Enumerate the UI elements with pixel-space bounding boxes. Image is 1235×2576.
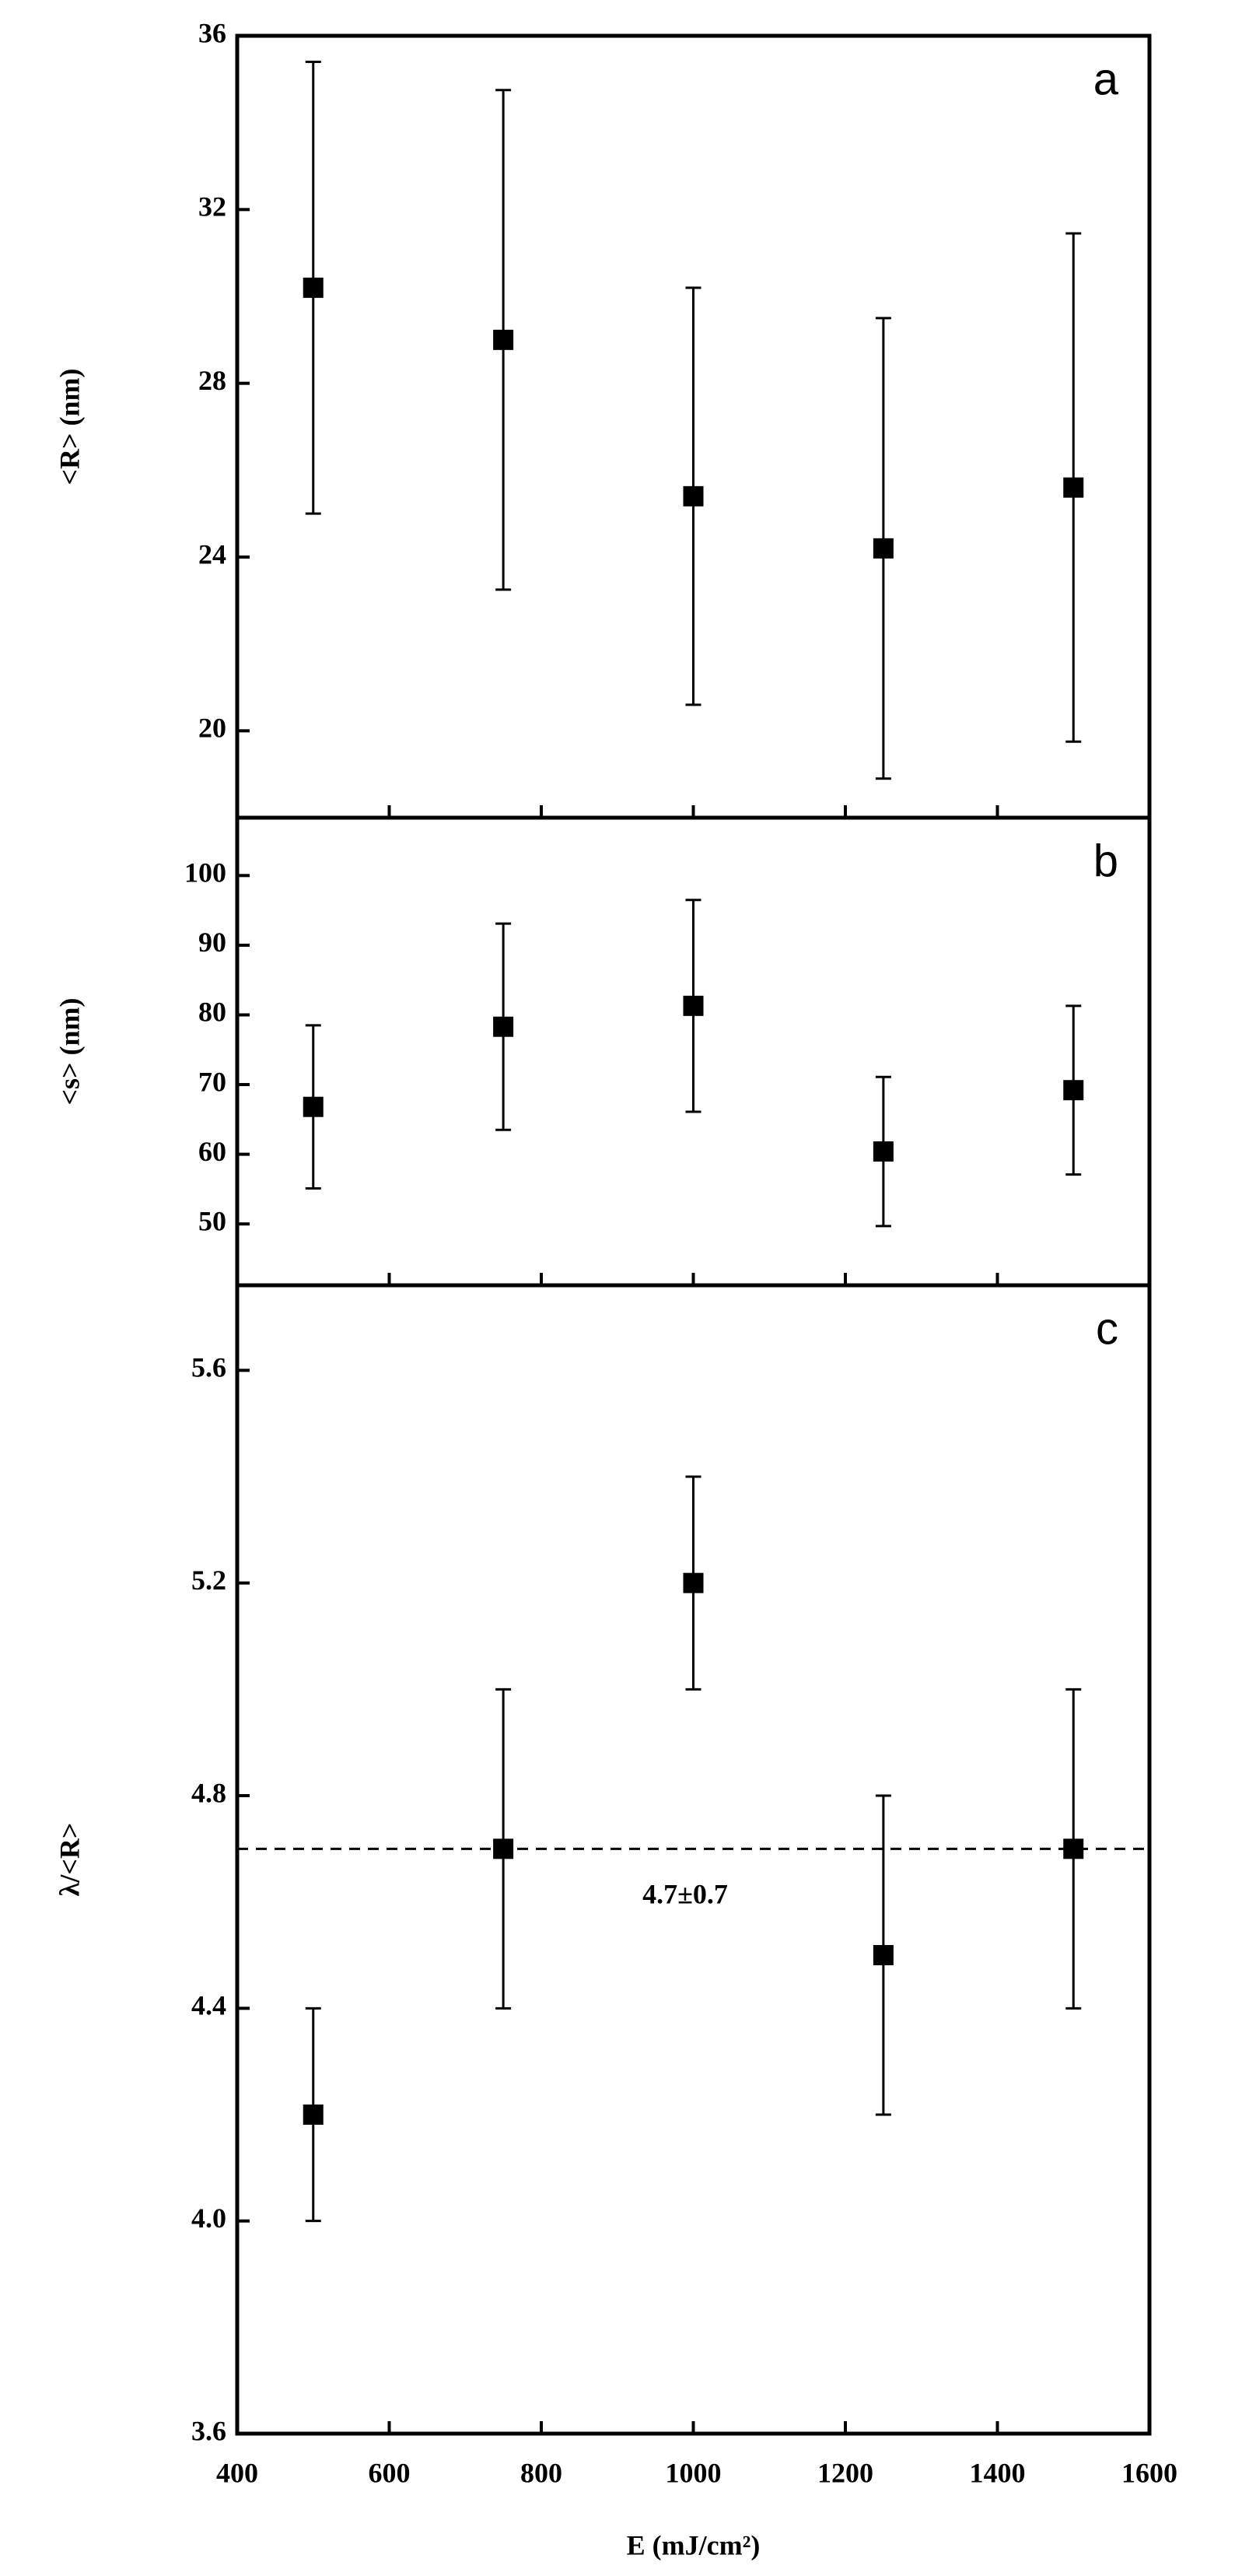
marker	[683, 1572, 704, 1593]
y-tick-label: 36	[198, 17, 226, 48]
panel-letter: c	[1096, 1303, 1118, 1354]
y-tick-label: 100	[184, 857, 226, 888]
marker	[683, 485, 704, 506]
y-tick-label: 50	[198, 1205, 226, 1236]
x-tick-label: 1600	[1121, 2457, 1177, 2488]
y-axis-label: λ/<R>	[54, 1823, 85, 1897]
marker	[873, 1141, 894, 1162]
y-axis-label: <s> (nm)	[54, 997, 85, 1105]
y-tick-label: 32	[198, 191, 226, 223]
marker	[873, 1945, 894, 1965]
x-tick-label: 1000	[666, 2457, 722, 2488]
marker	[1063, 477, 1084, 498]
marker	[303, 1096, 324, 1117]
marker	[493, 1838, 514, 1859]
panel-letter: b	[1093, 836, 1118, 886]
y-tick-label: 24	[198, 538, 226, 570]
marker	[1063, 1838, 1084, 1859]
x-axis-label: E (mJ/cm²)	[627, 2529, 761, 2560]
marker	[873, 538, 894, 559]
x-tick-label: 1400	[970, 2457, 1026, 2488]
panel-letter: a	[1093, 54, 1119, 104]
annotation: 4.7±0.7	[642, 1879, 728, 1910]
plot-frame	[235, 1283, 1152, 2436]
marker	[303, 2105, 324, 2125]
marker	[1063, 1080, 1084, 1101]
y-tick-label: 4.4	[191, 1990, 226, 2021]
y-tick-label: 3.6	[191, 2415, 226, 2446]
marker	[493, 329, 514, 350]
y-tick-label: 4.0	[191, 2203, 226, 2234]
y-tick-label: 80	[198, 997, 226, 1028]
x-tick-label: 1200	[817, 2457, 873, 2488]
x-tick-label: 800	[520, 2457, 562, 2488]
y-tick-label: 60	[198, 1136, 226, 1167]
x-tick-label: 400	[216, 2457, 258, 2488]
marker	[493, 1016, 514, 1037]
y-axis-label: <R> (nm)	[54, 368, 85, 485]
y-tick-label: 4.8	[191, 1777, 226, 1808]
marker	[683, 995, 704, 1016]
y-tick-label: 90	[198, 927, 226, 958]
y-tick-label: 70	[198, 1066, 226, 1097]
x-tick-label: 600	[369, 2457, 411, 2488]
y-tick-label: 5.2	[191, 1565, 226, 1596]
y-tick-label: 5.6	[191, 1352, 226, 1383]
marker	[303, 277, 324, 298]
y-tick-label: 28	[198, 365, 226, 396]
y-tick-label: 20	[198, 713, 226, 744]
